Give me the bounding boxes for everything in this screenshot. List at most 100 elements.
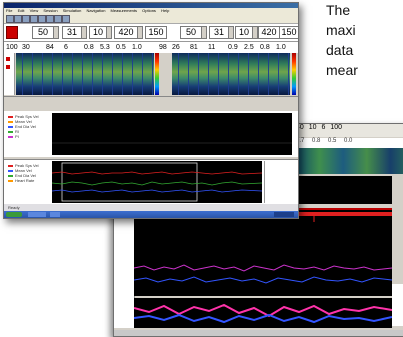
side-text-line-1: The: [326, 2, 351, 18]
readout-left-1: 100: [6, 44, 18, 51]
parameter-readout-row: 100 30 84 6 0.8 5.3 0.5 1.0 98 26 81 11 …: [4, 42, 298, 53]
taskbar-item-2[interactable]: [50, 212, 60, 217]
readout-right-1: 98: [159, 44, 167, 51]
start-button[interactable]: [6, 212, 22, 217]
side-text-line-2: maxi: [326, 22, 356, 38]
selection-rectangle[interactable]: [61, 162, 198, 202]
toolbar-new-icon[interactable]: [6, 15, 14, 23]
menu-file[interactable]: File: [6, 8, 13, 13]
toolbar-zoom-icon[interactable]: [54, 15, 62, 23]
back-trend-blue: [133, 276, 393, 284]
legend-top-item-4: RI: [8, 129, 39, 134]
menu-help[interactable]: Help: [161, 8, 170, 13]
title-bar[interactable]: [4, 3, 298, 8]
spinner-prf-left[interactable]: [137, 26, 143, 39]
marker-red-1: [6, 57, 10, 61]
taskbar-item-1[interactable]: [28, 212, 46, 217]
menu-bar: File Edit View Session Simulation Naviga…: [4, 8, 298, 14]
back-trend-panel: [133, 256, 393, 296]
color-scale-right: [292, 53, 296, 95]
back-color-trend-panel: [133, 298, 393, 328]
doppler-spectrogram-left[interactable]: [16, 53, 154, 95]
readout-left-6: 5.3: [100, 44, 110, 51]
back-control-2[interactable]: 10: [308, 124, 317, 131]
back-color-trend-magenta: [133, 303, 393, 318]
trend-bottom-green: [51, 181, 263, 186]
trend-plot-bottom-svg: [51, 162, 263, 202]
spinner-gain-right[interactable]: [228, 26, 234, 39]
legend-bottom-item-3: End Dia Vel: [8, 173, 39, 178]
readout-right-6: 2.5: [244, 44, 254, 51]
readout-right-3: 81: [190, 44, 198, 51]
toolbar-settings-icon[interactable]: [62, 15, 70, 23]
readout-left-5: 0.8: [84, 44, 94, 51]
back-control-3[interactable]: 6: [321, 124, 326, 131]
system-tray: [274, 212, 294, 217]
control-prf-left[interactable]: 420: [114, 26, 138, 39]
toolbar-print-icon[interactable]: [30, 15, 38, 23]
status-text: Ready: [8, 205, 20, 210]
toolbar-stop-icon[interactable]: [46, 15, 54, 23]
menu-view[interactable]: View: [29, 8, 39, 13]
trend-bottom-side-panel: [264, 161, 297, 203]
color-scale-left: [155, 53, 159, 95]
readout-left-4: 6: [64, 44, 68, 51]
menu-options[interactable]: Options: [142, 8, 156, 13]
side-text-line-4: mear: [326, 62, 358, 78]
trend-plot-top[interactable]: [52, 113, 292, 155]
doppler-spectrogram-right[interactable]: [172, 53, 290, 95]
toolbar-open-icon[interactable]: [14, 15, 22, 23]
back-spectrogram: [296, 148, 403, 174]
side-text-line-3: data: [326, 42, 354, 58]
control-power-left[interactable]: 150: [145, 26, 167, 39]
spectrogram-left-strip: [4, 53, 15, 95]
legend-top-item-5: PI: [8, 134, 39, 139]
control-filter-right[interactable]: 10: [235, 26, 253, 39]
taskbar: [4, 211, 298, 218]
readout-right-7: 0.8: [260, 44, 270, 51]
readout-left-8: 1.0: [132, 44, 142, 51]
status-bar: Ready: [4, 204, 298, 211]
back-right-panel: [392, 284, 403, 326]
back-color-trend-blue: [133, 313, 393, 324]
control-power-right[interactable]: 150: [279, 26, 298, 39]
back-control-bar: 40 10 6 100: [296, 124, 403, 137]
menu-simulation[interactable]: Simulation: [62, 8, 82, 13]
legend-bottom: Peak Sys Vel Mean Vel End Dia Vel Heart …: [8, 163, 39, 183]
readout-right-8: 1.0: [276, 44, 286, 51]
record-indicator[interactable]: [6, 26, 18, 39]
control-depth-left[interactable]: 50: [32, 26, 54, 39]
menu-session[interactable]: Session: [43, 8, 58, 13]
legend-top: Peak Sys Vel Mean Vel End Dia Vel RI PI: [8, 114, 39, 139]
readout-left-2: 30: [22, 44, 30, 51]
control-gain-right[interactable]: 31: [209, 26, 229, 39]
spinner-depth-left[interactable]: [53, 26, 59, 39]
toolbar: [4, 14, 298, 24]
control-gain-left[interactable]: 31: [62, 26, 82, 39]
readout-right-2: 26: [172, 44, 180, 51]
legend-top-item-2: Mean Vel: [8, 119, 39, 124]
trend-bottom-blue: [51, 189, 263, 193]
menu-measurements[interactable]: Measurements: [110, 8, 138, 13]
back-status-bar: [114, 330, 403, 336]
spinner-filter-right[interactable]: [252, 26, 258, 39]
toolbar-play-icon[interactable]: [38, 15, 46, 23]
toolbar-save-icon[interactable]: [22, 15, 30, 23]
side-document-text: The maxi data mear: [326, 0, 403, 80]
control-prf-right[interactable]: 420: [258, 26, 280, 39]
back-param-1: 0.7: [296, 138, 305, 144]
control-filter-left[interactable]: 10: [89, 26, 107, 39]
readout-right-4: 11: [208, 44, 216, 51]
spinner-depth-right[interactable]: [201, 26, 207, 39]
menu-edit[interactable]: Edit: [17, 8, 25, 13]
back-param-2: 0.8: [312, 138, 321, 144]
trend-plot-bottom[interactable]: [51, 161, 263, 203]
front-application-window: File Edit View Session Simulation Naviga…: [3, 2, 299, 219]
spinner-gain-left[interactable]: [81, 26, 87, 39]
menu-navigation[interactable]: Navigation: [86, 8, 106, 13]
control-depth-right[interactable]: 50: [180, 26, 202, 39]
legend-bottom-item-4: Heart Rate: [8, 178, 39, 183]
back-control-4[interactable]: 100: [330, 124, 343, 131]
spinner-filter-left[interactable]: [106, 26, 112, 39]
back-control-1[interactable]: 40: [296, 124, 304, 131]
